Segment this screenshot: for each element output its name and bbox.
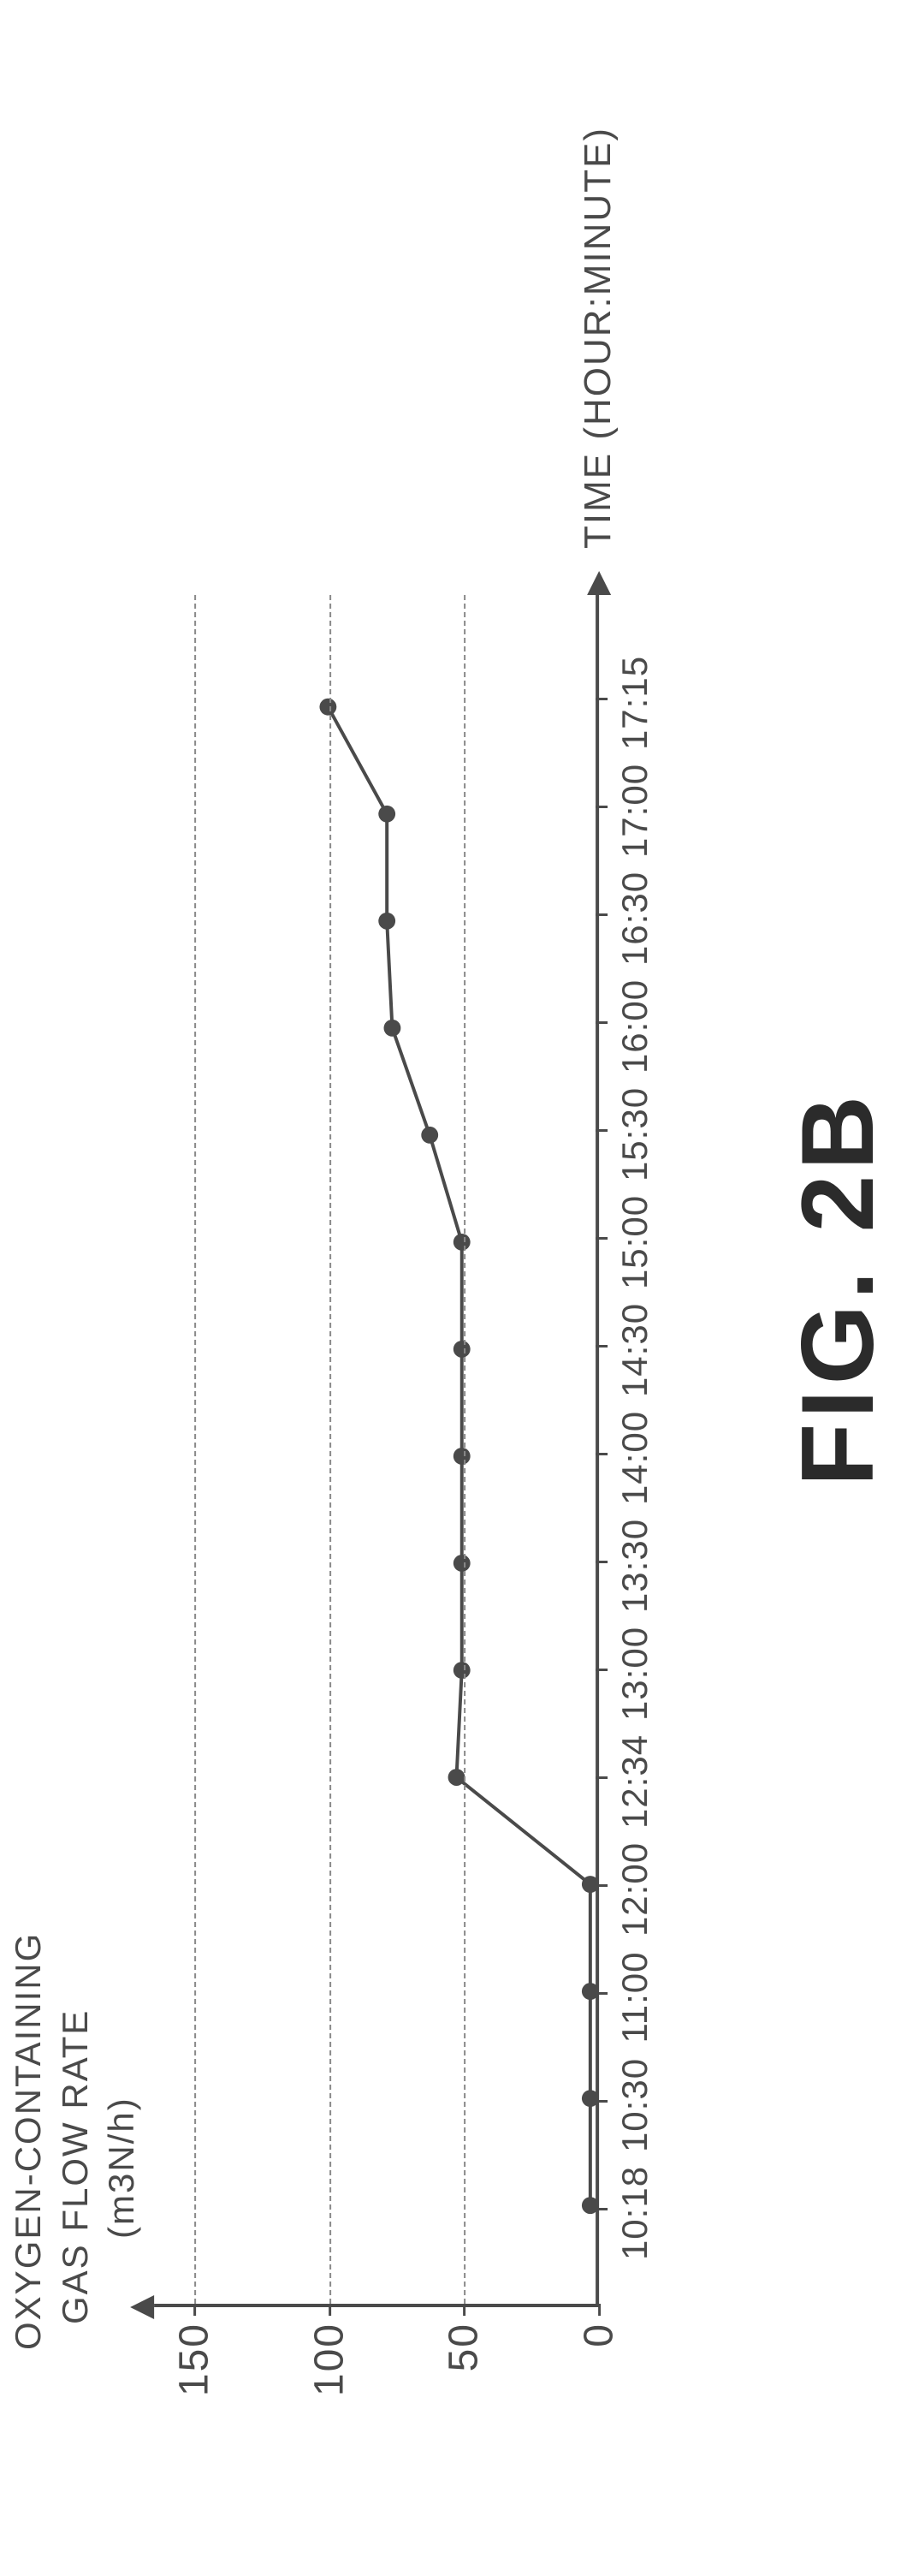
y-axis-title-line-2: GAS FLOW RATE: [51, 176, 98, 2324]
y-tick-mark: [463, 2304, 465, 2316]
x-tick-label: 16:00: [614, 979, 655, 1073]
x-tick-label: 13:00: [614, 1626, 655, 1720]
data-point: [453, 1662, 470, 1679]
data-point: [378, 805, 395, 822]
y-tick-mark: [193, 2304, 196, 2316]
x-tick-label: 17:00: [614, 763, 655, 857]
y-tick-label: 50: [440, 2323, 487, 2371]
y-axis-arrow-icon: [129, 2295, 153, 2319]
data-point: [453, 1233, 470, 1250]
x-axis-labels: 10:18 10:30 11:00 12:00 12:34 13:00 13:30 14:00…: [598, 595, 658, 2307]
y-tick-mark: [328, 2304, 330, 2316]
x-tick-label: 10:18: [614, 2165, 655, 2259]
x-tick-label: 16:30: [614, 871, 655, 965]
data-point: [421, 1126, 438, 1143]
data-point: [453, 1448, 470, 1465]
data-point: [453, 1340, 470, 1357]
y-tick-label: 0: [575, 2323, 622, 2347]
y-tick-label: 100: [305, 2323, 353, 2396]
data-point: [319, 698, 336, 715]
y-tick-label: 150: [170, 2323, 217, 2396]
data-point: [581, 2197, 598, 2214]
gridline: [329, 595, 330, 2304]
x-tick-label: 13:30: [614, 1518, 655, 1612]
x-tick-label: 12:00: [614, 1841, 655, 1936]
gridline: [194, 595, 196, 2304]
gridline: [464, 595, 465, 2304]
data-point: [448, 1769, 465, 1786]
x-tick-label: 14:00: [614, 1410, 655, 1504]
y-axis-title-line-1: OXYGEN-CONTAINING: [5, 176, 52, 2350]
chart-row: 050100150 TIME (HOUR:MINUTE): [153, 176, 598, 2401]
y-axis-title: OXYGEN-CONTAINING GAS FLOW RATE (m3N/h): [5, 176, 145, 2350]
y-axis-title-line-3: (m3N/h): [98, 176, 145, 2239]
x-axis-arrow-icon: [586, 571, 610, 595]
chart-rotated-wrapper: OXYGEN-CONTAINING GAS FLOW RATE (m3N/h) …: [5, 176, 897, 2401]
x-tick-label: 15:00: [614, 1194, 655, 1288]
figure-label: FIG. 2B: [778, 176, 896, 2401]
data-point: [453, 1555, 470, 1572]
x-tick-label: 10:30: [614, 2057, 655, 2151]
x-tick-label: 11:00: [614, 1951, 655, 2043]
x-axis-title: TIME (HOUR:MINUTE): [576, 126, 619, 548]
x-tick-label: 14:30: [614, 1302, 655, 1396]
y-axis-labels: 050100150: [153, 2307, 598, 2401]
data-point: [378, 912, 395, 929]
data-point: [581, 1983, 598, 2000]
x-tick-label: 12:34: [614, 1734, 655, 1828]
x-tick-label: 17:15: [614, 655, 655, 749]
plot-area: TIME (HOUR:MINUTE): [153, 595, 598, 2307]
line-series: [153, 595, 595, 2304]
data-point: [383, 1019, 400, 1036]
x-tick-label: 15:30: [614, 1086, 655, 1181]
data-point: [581, 2090, 598, 2107]
